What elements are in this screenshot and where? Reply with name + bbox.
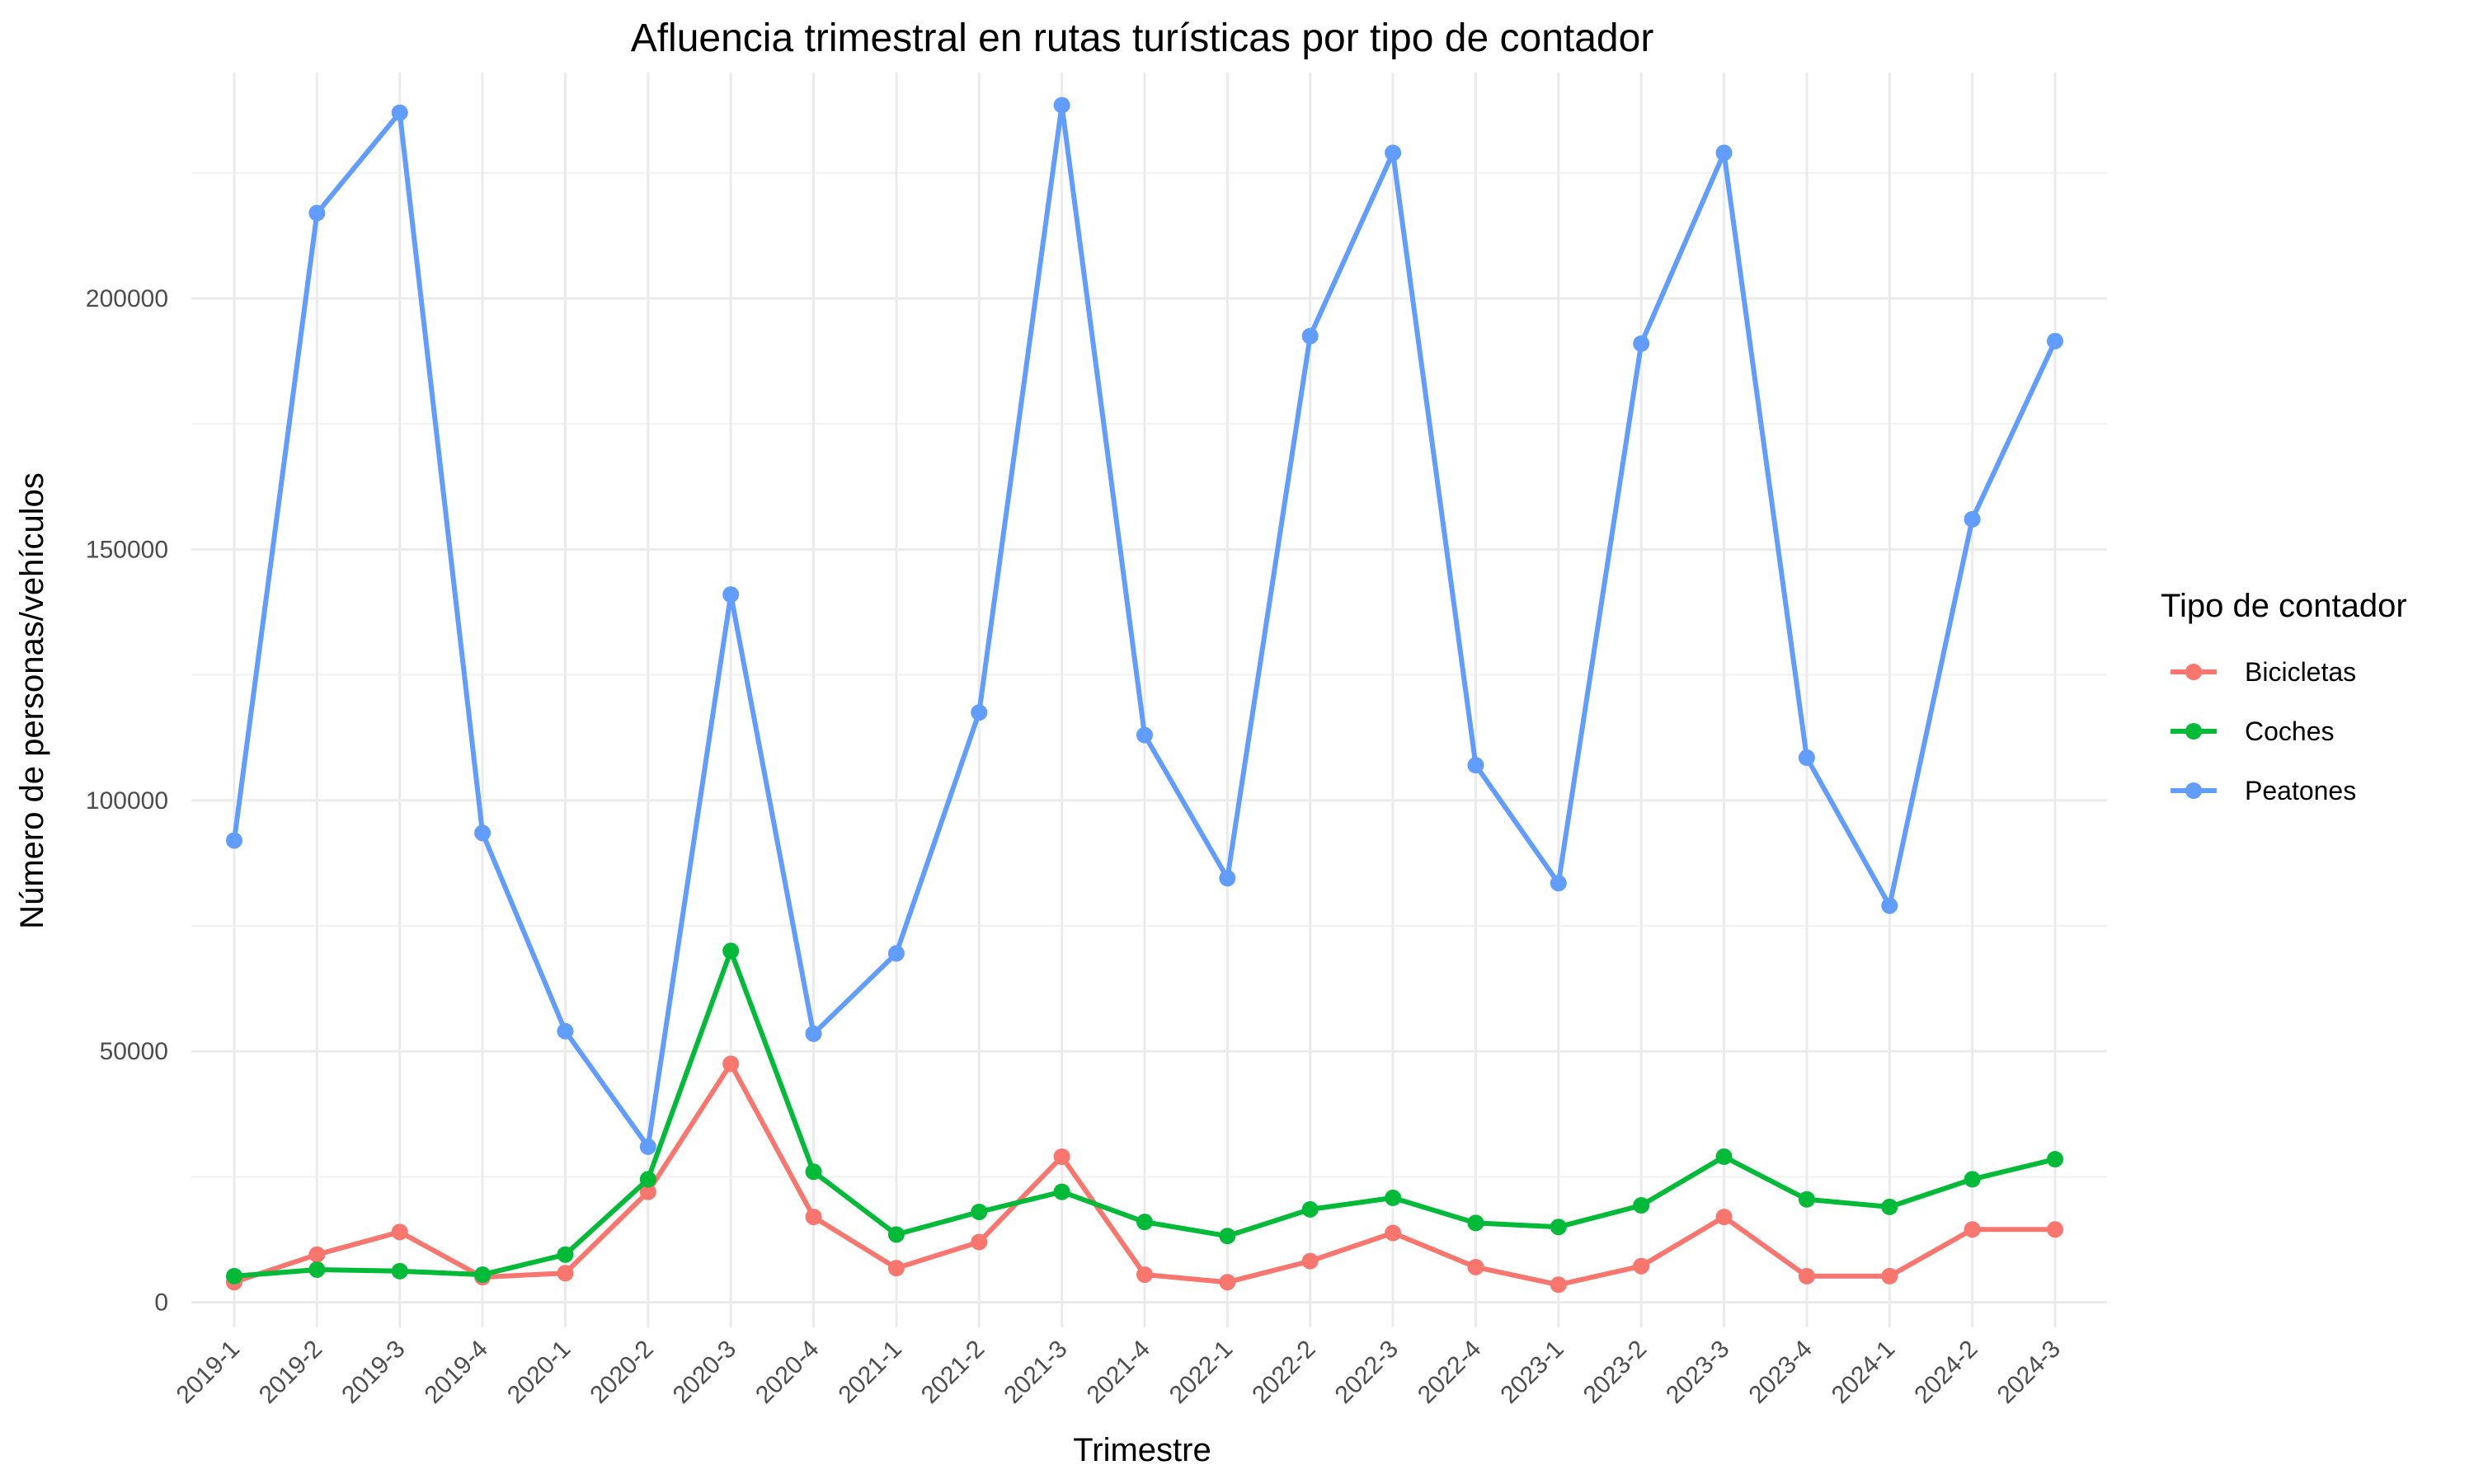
data-point-peatones	[1798, 749, 1815, 767]
x-axis-title: Trimestre	[1073, 1432, 1211, 1468]
data-point-bicicletas	[887, 1260, 905, 1277]
data-point-bicicletas	[971, 1233, 988, 1251]
data-point-coches	[1964, 1171, 1981, 1188]
series-bicicletas	[226, 1055, 2063, 1294]
data-point-bicicletas	[557, 1265, 574, 1282]
data-point-peatones	[2047, 332, 2063, 350]
data-point-coches	[1053, 1183, 1070, 1200]
data-point-coches	[1136, 1214, 1153, 1231]
data-point-bicicletas	[1301, 1252, 1319, 1270]
data-point-coches	[474, 1266, 492, 1284]
legend-item-bicicletas: Bicicletas	[2171, 657, 2356, 687]
data-point-peatones	[1467, 757, 1484, 774]
legend-label: Coches	[2245, 716, 2335, 746]
legend: Tipo de contador Bicicletas Coches Peatone…	[2161, 588, 2407, 805]
major-gridlines	[191, 73, 2107, 1327]
series-peatones	[226, 96, 2063, 1155]
data-point-peatones	[226, 832, 242, 849]
legend-item-peatones: Peatones	[2171, 776, 2356, 805]
y-axis-title: Número de personas/vehículos	[14, 472, 50, 929]
series-layer	[226, 96, 2063, 1294]
data-point-peatones	[805, 1025, 822, 1042]
chart-title: Afluencia trimestral en rutas turísticas…	[631, 16, 1654, 60]
data-point-bicicletas	[1550, 1276, 1567, 1294]
data-point-coches	[1219, 1228, 1236, 1245]
data-point-coches	[639, 1171, 656, 1188]
y-tick-label: 200000	[86, 285, 168, 312]
data-point-peatones	[474, 824, 492, 842]
data-point-coches	[1633, 1197, 1650, 1214]
data-point-coches	[226, 1267, 242, 1284]
data-point-bicicletas	[1715, 1209, 1733, 1226]
legend-item-coches: Coches	[2171, 716, 2335, 746]
data-point-peatones	[391, 104, 408, 121]
data-point-peatones	[1550, 875, 1567, 892]
data-point-peatones	[1219, 870, 1236, 887]
legend-key-point	[2185, 664, 2202, 680]
legend-key-point	[2185, 782, 2202, 799]
data-point-peatones	[1715, 144, 1733, 162]
data-point-peatones	[1053, 96, 1070, 114]
data-point-coches	[1715, 1148, 1733, 1166]
series-coches	[226, 942, 2063, 1284]
data-point-coches	[971, 1203, 988, 1220]
data-point-coches	[1798, 1190, 1815, 1208]
legend-title: Tipo de contador	[2161, 588, 2407, 624]
data-point-peatones	[1881, 897, 1898, 914]
data-point-peatones	[971, 704, 988, 721]
legend-label: Peatones	[2245, 776, 2356, 805]
data-point-peatones	[1964, 510, 1981, 528]
data-point-peatones	[639, 1138, 656, 1155]
data-point-coches	[557, 1246, 574, 1263]
data-point-coches	[1467, 1214, 1484, 1232]
data-point-bicicletas	[1964, 1221, 1981, 1238]
data-point-peatones	[1136, 726, 1153, 744]
data-point-coches	[391, 1262, 408, 1280]
data-point-bicicletas	[1385, 1224, 1402, 1242]
data-point-bicicletas	[1053, 1148, 1070, 1166]
data-point-coches	[2047, 1151, 2063, 1168]
data-point-bicicletas	[2047, 1221, 2063, 1238]
data-point-bicicletas	[1219, 1274, 1236, 1291]
data-point-coches	[722, 942, 740, 960]
data-point-peatones	[722, 586, 740, 603]
data-point-bicicletas	[308, 1246, 326, 1263]
data-point-coches	[1301, 1200, 1319, 1218]
data-point-bicicletas	[1467, 1258, 1484, 1275]
y-tick-label: 0	[154, 1289, 168, 1317]
data-point-coches	[805, 1163, 822, 1181]
data-point-peatones	[557, 1022, 574, 1040]
data-point-bicicletas	[805, 1209, 822, 1226]
minor-gridlines	[191, 171, 2107, 1178]
data-point-bicicletas	[1881, 1267, 1898, 1284]
data-point-bicicletas	[1798, 1267, 1815, 1284]
data-point-peatones	[308, 204, 326, 222]
data-point-coches	[887, 1226, 905, 1243]
data-point-peatones	[1301, 327, 1319, 345]
data-point-peatones	[1385, 144, 1402, 162]
data-point-bicicletas	[722, 1055, 740, 1073]
data-point-peatones	[1633, 335, 1650, 352]
data-point-bicicletas	[639, 1183, 656, 1200]
legend-label: Bicicletas	[2245, 657, 2356, 687]
data-point-coches	[308, 1261, 326, 1278]
y-tick-label: 100000	[86, 787, 168, 815]
data-point-coches	[1550, 1219, 1567, 1236]
y-axis-ticks: 0 50000 100000 150000 200000	[86, 285, 168, 1317]
y-tick-label: 150000	[86, 536, 168, 563]
legend-items: Bicicletas Coches Peatones	[2171, 657, 2356, 805]
data-point-bicicletas	[391, 1223, 408, 1241]
data-point-bicicletas	[1633, 1257, 1650, 1275]
data-point-coches	[1385, 1189, 1402, 1206]
data-point-bicicletas	[1136, 1266, 1153, 1284]
data-point-peatones	[887, 945, 905, 962]
legend-key-point	[2185, 723, 2202, 740]
data-point-coches	[1881, 1198, 1898, 1215]
y-tick-label: 50000	[100, 1038, 168, 1065]
